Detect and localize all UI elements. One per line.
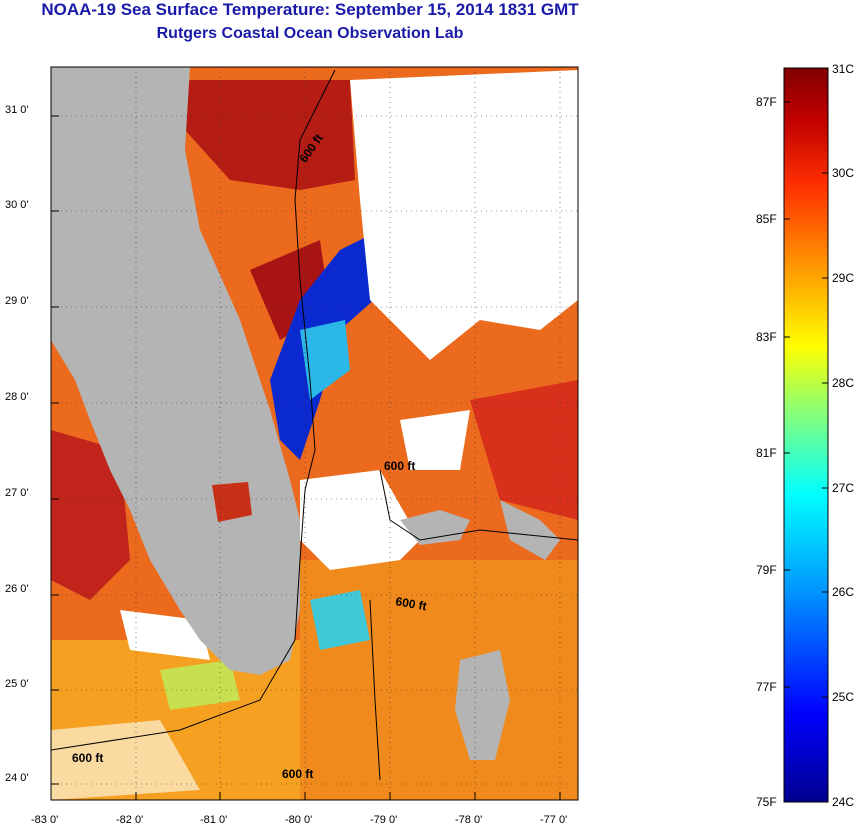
colorbar-celsius-label: 30C <box>832 166 855 180</box>
colorbar-fahrenheit-label: 85F <box>756 212 777 226</box>
cloud-east <box>400 410 470 470</box>
map-ticks <box>51 115 561 800</box>
colorbar-celsius-label: 27C <box>832 481 855 495</box>
cool-patch <box>300 320 350 400</box>
ocean-southeast <box>300 560 578 800</box>
florida-land <box>51 67 300 675</box>
cool-patch-keys <box>310 590 370 650</box>
andros <box>455 650 510 760</box>
colorbar-fahrenheit-label: 79F <box>756 563 777 577</box>
colorbar-fahrenheit-label: 83F <box>756 330 777 344</box>
colorbar-celsius-label: 29C <box>832 271 855 285</box>
lon-tick-label: -82 0' <box>116 814 144 826</box>
lon-tick-label: -79 0' <box>370 814 398 826</box>
hot-patch-gulf <box>51 430 130 600</box>
map-frame <box>50 66 579 801</box>
lat-tick-label: 29 0' <box>5 295 29 307</box>
lat-tick-label: 25 0' <box>5 678 29 690</box>
contour-600ft-south <box>369 599 381 781</box>
colorbar-fahrenheit-label: 81F <box>756 446 777 460</box>
cloud-gulf <box>120 610 210 660</box>
lat-tick-label: 27 0' <box>5 487 29 499</box>
colorbar-fahrenheit-label: 87F <box>756 95 777 109</box>
colorbar-ticks <box>784 101 828 698</box>
contour-label: 600 ft <box>72 751 103 765</box>
lat-tick-label: 24 0' <box>5 772 29 784</box>
lat-tick-label: 30 0' <box>5 199 29 211</box>
lon-tick-label: -80 0' <box>285 814 313 826</box>
lake-okeechobee-inner <box>212 482 252 522</box>
colorbar-celsius-label: 24C <box>832 795 855 809</box>
map-area: 600 ft 600 ft 600 ft 600 ft 600 ft <box>51 67 578 800</box>
cloud-southwest <box>51 720 200 800</box>
contour-label: 600 ft <box>384 459 415 473</box>
colorbar-fahrenheit-label: 77F <box>756 680 777 694</box>
colorbar-celsius-label: 25C <box>832 690 855 704</box>
colorbar-fahrenheit-label: 75F <box>756 795 777 809</box>
contour-600ft-west <box>51 69 336 751</box>
hot-patch-north <box>185 80 355 190</box>
lat-tick-label: 31 0' <box>5 104 29 116</box>
cloud-north <box>350 70 578 360</box>
map-grid <box>51 67 578 800</box>
contour-label: 600 ft <box>394 594 427 613</box>
page-title: NOAA-19 Sea Surface Temperature: Septemb… <box>41 0 579 19</box>
colorbar <box>783 67 829 803</box>
colorbar-celsius-label: 28C <box>832 376 855 390</box>
page-subtitle: Rutgers Coastal Ocean Observation Lab <box>156 25 464 42</box>
cloud-mid <box>300 470 420 570</box>
lon-tick-label: -83 0' <box>31 814 59 826</box>
hot-patch-east <box>470 380 578 520</box>
grand-bahama <box>400 510 470 545</box>
colorbar-celsius-label: 31C <box>832 62 855 76</box>
lat-tick-label: 26 0' <box>5 583 29 595</box>
lat-tick-label: 28 0' <box>5 391 29 403</box>
contour-600ft-east <box>379 469 578 541</box>
abaco <box>500 500 560 560</box>
contour-label: 600 ft <box>282 767 313 781</box>
colorbar-celsius-label: 26C <box>832 585 855 599</box>
lon-tick-label: -78 0' <box>455 814 483 826</box>
lon-tick-label: -77 0' <box>540 814 568 826</box>
lon-tick-label: -81 0' <box>200 814 228 826</box>
